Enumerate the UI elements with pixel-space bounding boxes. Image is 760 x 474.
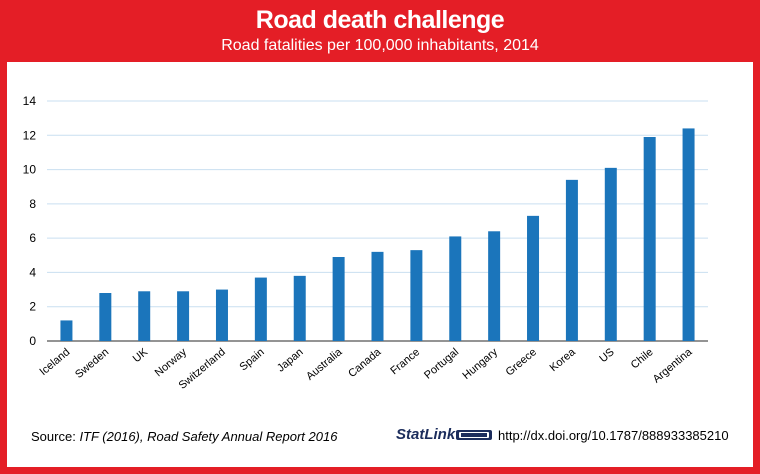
bar-australia — [332, 257, 345, 341]
y-tick-label: 4 — [29, 265, 36, 279]
bar-switzerland — [215, 289, 228, 341]
x-tick-label: UK — [131, 346, 151, 365]
chart-title: Road death challenge — [255, 6, 505, 34]
x-tick-label: US — [597, 346, 616, 365]
y-tick-label: 10 — [23, 163, 37, 177]
bar-argentina — [682, 128, 695, 341]
x-tick-label: Sweden — [73, 346, 111, 381]
y-tick-label: 2 — [29, 300, 36, 314]
x-tick-label: Hungary — [461, 346, 501, 382]
statlink-label: StatLink — [396, 426, 456, 443]
x-tick-label: Spain — [238, 346, 267, 373]
x-tick-label: Norway — [153, 346, 190, 379]
x-tick-label: Korea — [548, 346, 579, 375]
bar-korea — [565, 179, 578, 341]
x-tick-label: Australia — [304, 346, 345, 383]
bar-spain — [254, 277, 267, 341]
source-note: Source: ITF (2016), Road Safety Annual R… — [31, 429, 337, 444]
bar-uk — [138, 291, 151, 341]
x-tick-label: Argentina — [651, 346, 695, 386]
source-text: ITF (2016), Road Safety Annual Report 20… — [79, 429, 338, 444]
bar-sweden — [99, 293, 112, 341]
x-tick-label: Portugal — [422, 346, 461, 382]
y-tick-label: 8 — [29, 197, 36, 211]
x-tick-label: Japan — [275, 346, 306, 374]
chart-header: Road death challenge Road fatalities per… — [0, 0, 760, 62]
x-tick-label: Greece — [504, 346, 539, 378]
bar-us — [604, 167, 617, 341]
bar-canada — [371, 251, 384, 341]
x-tick-label: France — [388, 346, 422, 377]
chart-subtitle: Road fatalities per 100,000 inhabitants,… — [221, 37, 539, 54]
bar-norway — [177, 291, 190, 341]
y-tick-label: 14 — [23, 94, 37, 108]
bar-portugal — [449, 236, 462, 341]
y-tick-label: 0 — [29, 334, 36, 348]
x-tick-label: Canada — [346, 346, 384, 381]
bar-greece — [527, 215, 540, 341]
y-tick-label: 6 — [29, 231, 36, 245]
bar-iceland — [60, 320, 73, 341]
x-tick-label: Chile — [629, 346, 656, 371]
bar-japan — [293, 275, 306, 341]
doi-link[interactable]: http://dx.doi.org/10.1787/888933385210 — [498, 428, 729, 443]
bar-chile — [643, 137, 656, 341]
statlink-logo-icon — [456, 430, 492, 440]
bar-hungary — [488, 231, 501, 341]
y-tick-label: 12 — [23, 128, 37, 142]
x-tick-label: Iceland — [37, 346, 72, 378]
bar-france — [410, 250, 423, 341]
source-label: Source: — [31, 429, 76, 444]
